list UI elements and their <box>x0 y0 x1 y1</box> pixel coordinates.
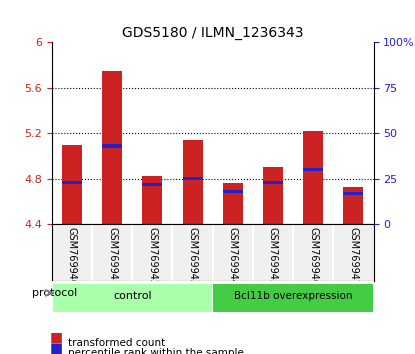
Text: protocol: protocol <box>32 288 77 298</box>
FancyBboxPatch shape <box>53 284 212 312</box>
Bar <box>183 140 203 224</box>
Text: percentile rank within the sample: percentile rank within the sample <box>68 348 244 354</box>
Text: Bcl11b overexpression: Bcl11b overexpression <box>234 291 352 301</box>
Text: GSM769940: GSM769940 <box>67 227 77 286</box>
Text: GSM769942: GSM769942 <box>147 227 157 286</box>
Bar <box>223 183 243 224</box>
Bar <box>142 177 162 224</box>
Bar <box>223 190 243 193</box>
Title: GDS5180 / ILMN_1236343: GDS5180 / ILMN_1236343 <box>122 26 303 40</box>
Text: transformed count: transformed count <box>68 338 166 348</box>
Text: GSM769944: GSM769944 <box>228 227 238 286</box>
Bar <box>62 181 82 184</box>
Bar <box>102 144 122 148</box>
Bar <box>102 71 122 224</box>
Text: GSM769945: GSM769945 <box>268 227 278 286</box>
Bar <box>142 183 162 186</box>
Bar <box>263 167 283 224</box>
Bar <box>183 177 203 181</box>
FancyBboxPatch shape <box>213 284 373 312</box>
Text: GSM769941: GSM769941 <box>107 227 117 286</box>
Text: ■: ■ <box>50 341 63 354</box>
Text: GSM769943: GSM769943 <box>188 227 198 286</box>
Text: control: control <box>113 291 151 301</box>
Bar <box>62 145 82 224</box>
Text: GSM769947: GSM769947 <box>349 227 359 286</box>
Bar <box>303 168 323 171</box>
Bar <box>263 181 283 184</box>
Bar <box>343 187 364 224</box>
Bar <box>303 131 323 224</box>
Text: ■: ■ <box>50 331 63 344</box>
Text: GSM769946: GSM769946 <box>308 227 318 286</box>
Bar <box>343 192 364 195</box>
